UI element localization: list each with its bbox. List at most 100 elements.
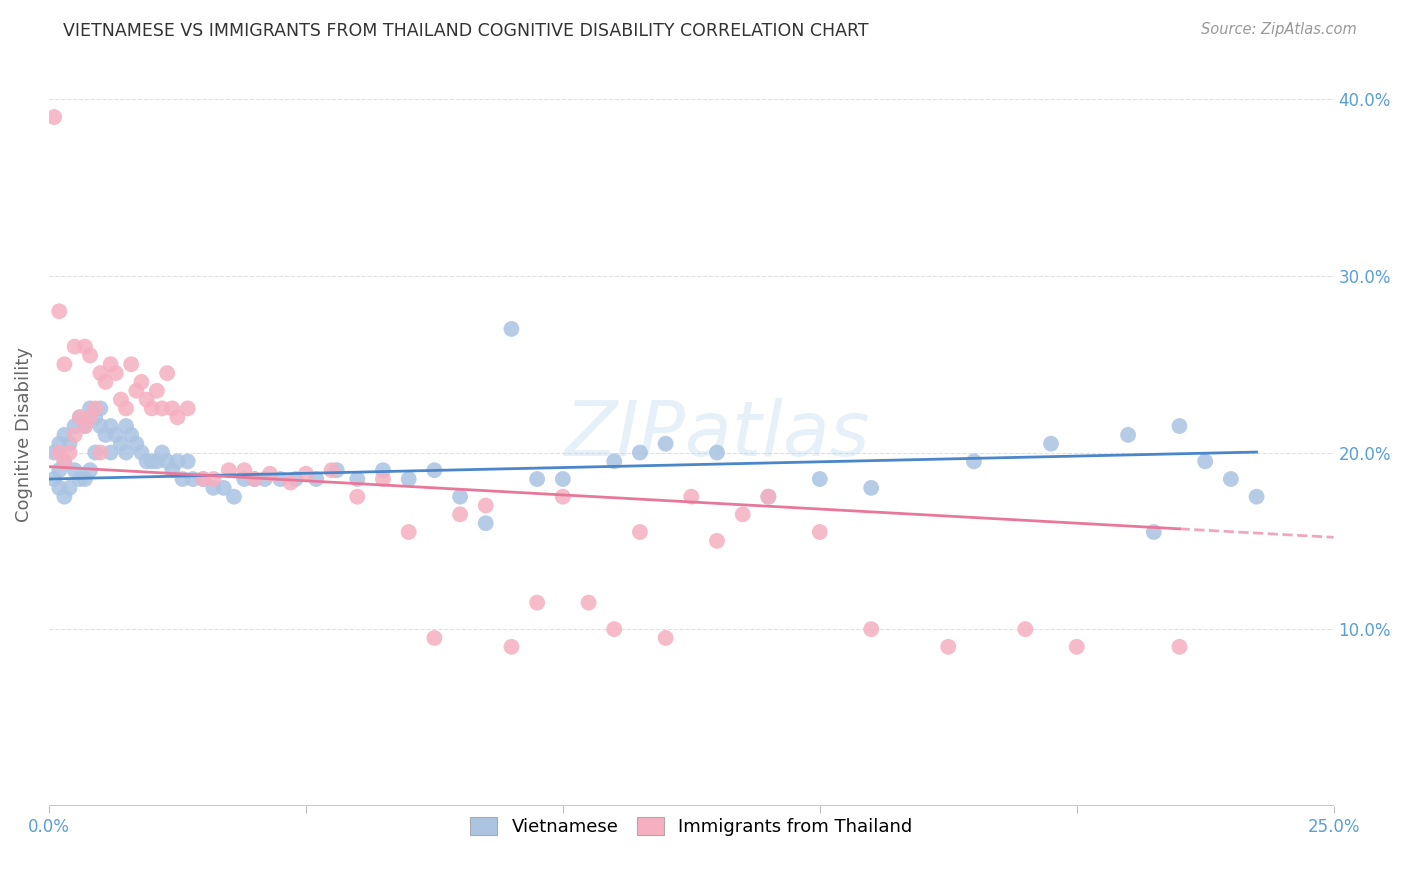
Point bbox=[233, 463, 256, 477]
Point bbox=[233, 472, 256, 486]
Point bbox=[94, 428, 117, 442]
Point bbox=[253, 472, 276, 486]
Point bbox=[963, 454, 986, 468]
Point bbox=[53, 357, 76, 371]
Point bbox=[135, 392, 157, 407]
Point bbox=[73, 340, 96, 354]
Point bbox=[808, 472, 831, 486]
Point bbox=[398, 524, 420, 539]
Point bbox=[120, 428, 142, 442]
Point bbox=[321, 463, 343, 477]
Point bbox=[191, 472, 214, 486]
Point bbox=[603, 622, 626, 636]
Point bbox=[1040, 436, 1063, 450]
Point bbox=[89, 419, 111, 434]
Point bbox=[474, 516, 496, 531]
Point bbox=[551, 472, 574, 486]
Point bbox=[115, 445, 138, 459]
Point bbox=[603, 454, 626, 468]
Point bbox=[150, 401, 173, 416]
Point bbox=[280, 475, 302, 490]
Point bbox=[120, 357, 142, 371]
Point bbox=[58, 445, 80, 459]
Point bbox=[84, 410, 107, 425]
Point bbox=[269, 472, 291, 486]
Point bbox=[79, 410, 101, 425]
Point bbox=[89, 366, 111, 380]
Point bbox=[48, 436, 70, 450]
Point bbox=[53, 428, 76, 442]
Point bbox=[181, 472, 204, 486]
Point bbox=[1143, 524, 1166, 539]
Point bbox=[89, 401, 111, 416]
Point bbox=[731, 508, 754, 522]
Point bbox=[131, 375, 153, 389]
Point bbox=[63, 340, 86, 354]
Y-axis label: Cognitive Disability: Cognitive Disability bbox=[15, 347, 32, 523]
Point bbox=[79, 463, 101, 477]
Point bbox=[526, 472, 548, 486]
Point bbox=[202, 472, 225, 486]
Point bbox=[654, 631, 676, 645]
Point bbox=[125, 436, 148, 450]
Point bbox=[860, 481, 883, 495]
Point bbox=[53, 454, 76, 468]
Point bbox=[172, 472, 194, 486]
Point bbox=[1066, 640, 1088, 654]
Point bbox=[177, 401, 200, 416]
Point bbox=[191, 472, 214, 486]
Point bbox=[346, 472, 368, 486]
Point bbox=[1116, 428, 1139, 442]
Text: ZIPatlas: ZIPatlas bbox=[564, 398, 870, 472]
Point bbox=[1168, 640, 1191, 654]
Point bbox=[135, 454, 157, 468]
Point bbox=[284, 472, 307, 486]
Point bbox=[177, 454, 200, 468]
Point bbox=[100, 419, 122, 434]
Point bbox=[346, 490, 368, 504]
Point bbox=[141, 454, 163, 468]
Point bbox=[305, 472, 328, 486]
Text: Source: ZipAtlas.com: Source: ZipAtlas.com bbox=[1201, 22, 1357, 37]
Point bbox=[69, 472, 91, 486]
Point bbox=[1194, 454, 1216, 468]
Point bbox=[156, 366, 179, 380]
Point bbox=[141, 401, 163, 416]
Point bbox=[243, 472, 266, 486]
Point bbox=[758, 490, 780, 504]
Point bbox=[115, 419, 138, 434]
Point bbox=[110, 392, 132, 407]
Point bbox=[58, 481, 80, 495]
Point bbox=[146, 384, 169, 398]
Point bbox=[42, 472, 65, 486]
Point bbox=[58, 436, 80, 450]
Point bbox=[526, 596, 548, 610]
Point bbox=[936, 640, 959, 654]
Point bbox=[706, 533, 728, 548]
Point bbox=[110, 436, 132, 450]
Legend: Vietnamese, Immigrants from Thailand: Vietnamese, Immigrants from Thailand bbox=[461, 807, 921, 845]
Point bbox=[1014, 622, 1036, 636]
Point bbox=[100, 445, 122, 459]
Point bbox=[423, 463, 446, 477]
Point bbox=[259, 467, 281, 481]
Point bbox=[48, 445, 70, 459]
Point bbox=[53, 454, 76, 468]
Point bbox=[860, 622, 883, 636]
Point bbox=[73, 472, 96, 486]
Point bbox=[73, 419, 96, 434]
Point bbox=[115, 401, 138, 416]
Point bbox=[84, 401, 107, 416]
Point bbox=[156, 454, 179, 468]
Text: VIETNAMESE VS IMMIGRANTS FROM THAILAND COGNITIVE DISABILITY CORRELATION CHART: VIETNAMESE VS IMMIGRANTS FROM THAILAND C… bbox=[63, 22, 869, 40]
Point bbox=[100, 357, 122, 371]
Point bbox=[104, 366, 127, 380]
Point bbox=[94, 375, 117, 389]
Point bbox=[42, 110, 65, 124]
Point bbox=[326, 463, 349, 477]
Point bbox=[578, 596, 600, 610]
Point bbox=[371, 463, 394, 477]
Point bbox=[423, 631, 446, 645]
Point bbox=[69, 410, 91, 425]
Point bbox=[79, 348, 101, 362]
